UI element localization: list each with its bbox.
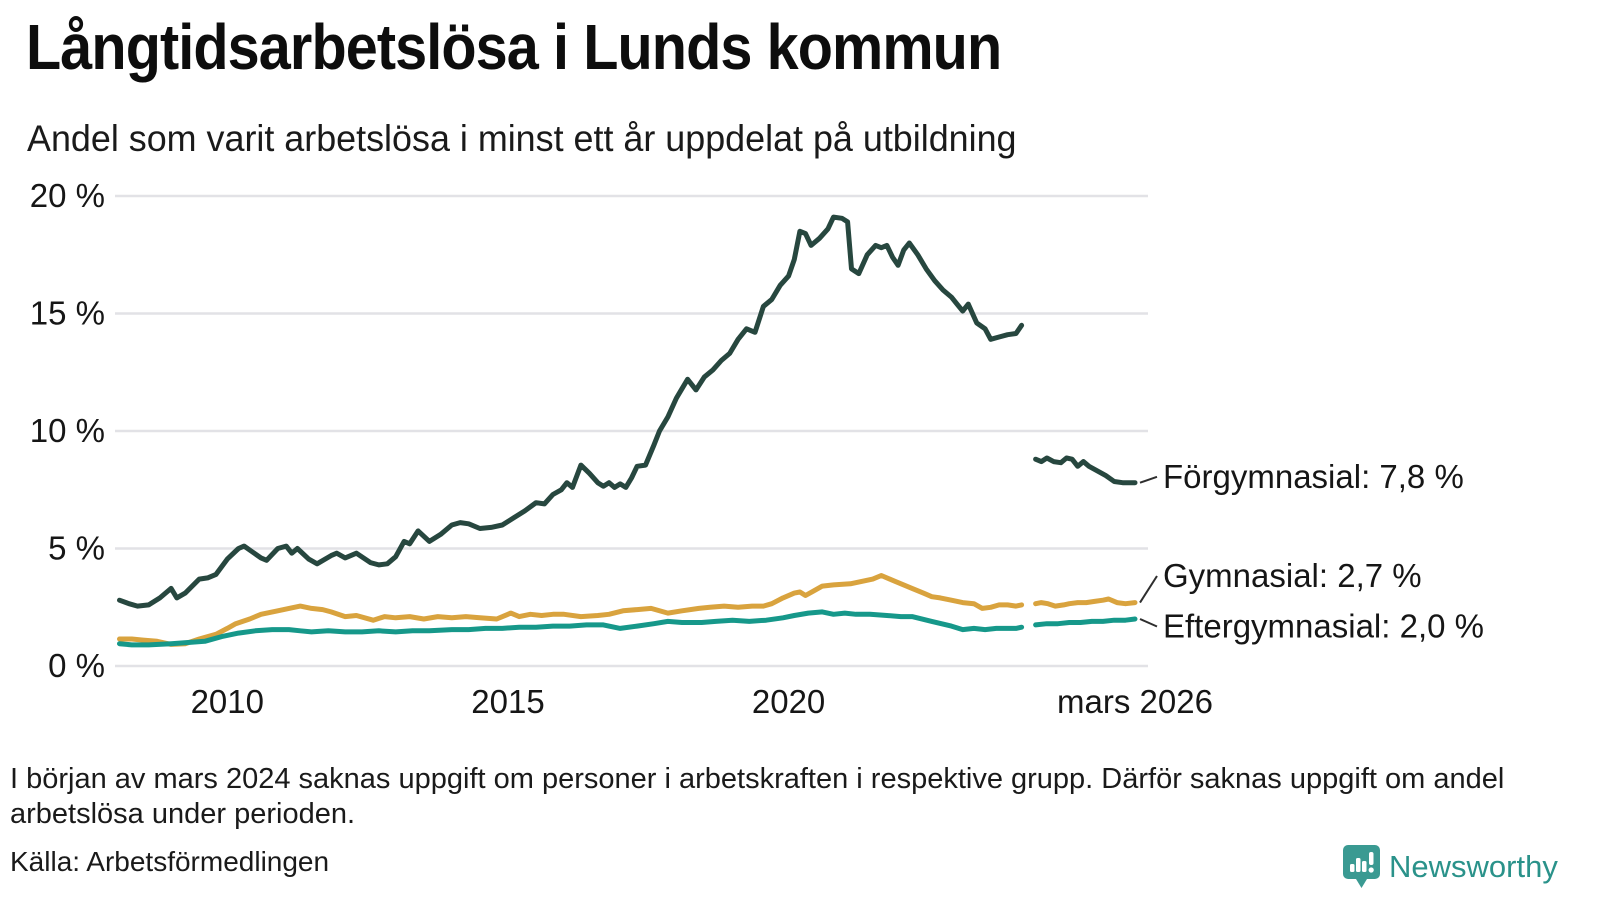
series-line-gymnasial <box>117 573 1025 647</box>
x-tick-label: 2010 <box>191 683 264 720</box>
newsworthy-logo: Newsworthy <box>1343 845 1558 889</box>
label-leader <box>1139 618 1158 628</box>
page-title: Långtidsarbetslösa i Lunds kommun <box>26 11 1002 83</box>
y-tick-label: 15 % <box>30 295 105 332</box>
chart-subtitle: Andel som varit arbetslösa i minst ett å… <box>27 118 1017 159</box>
x-tick-label: 2015 <box>471 683 544 720</box>
newsworthy-wordmark: Newsworthy <box>1389 849 1558 884</box>
newsworthy-pin-icon <box>1343 845 1380 889</box>
y-tick-label: 10 % <box>30 412 105 449</box>
y-tick-label: 0 % <box>48 647 105 684</box>
series-end-label-gymnasial: Gymnasial: 2,7 % <box>1163 557 1422 594</box>
source-label: Källa: Arbetsförmedlingen <box>10 846 330 877</box>
label-leader <box>1139 575 1158 604</box>
series-line-förgymnasial <box>117 214 1025 609</box>
series-line-eftergymnasial <box>117 609 1025 648</box>
x-tick-label: mars 2026 <box>1057 683 1213 720</box>
series-line-gymnasial <box>1033 596 1138 609</box>
series-line-förgymnasial <box>1033 455 1138 486</box>
label-leader <box>1139 475 1158 484</box>
x-tick-label: 2020 <box>752 683 825 720</box>
y-tick-label: 5 % <box>48 530 105 567</box>
series-end-label-eftergymnasial: Eftergymnasial: 2,0 % <box>1163 608 1484 645</box>
line-chart: 20 % 15 % 10 % 5 % 0 % 2010 2015 2020 mars 2026 F… <box>30 177 1484 720</box>
footnote: I början av mars 2024 saknas uppgift om … <box>10 763 1505 831</box>
series-line-eftergymnasial <box>1033 616 1138 628</box>
y-tick-label: 20 % <box>30 177 105 214</box>
series-end-label-förgymnasial: Förgymnasial: 7,8 % <box>1163 458 1464 495</box>
